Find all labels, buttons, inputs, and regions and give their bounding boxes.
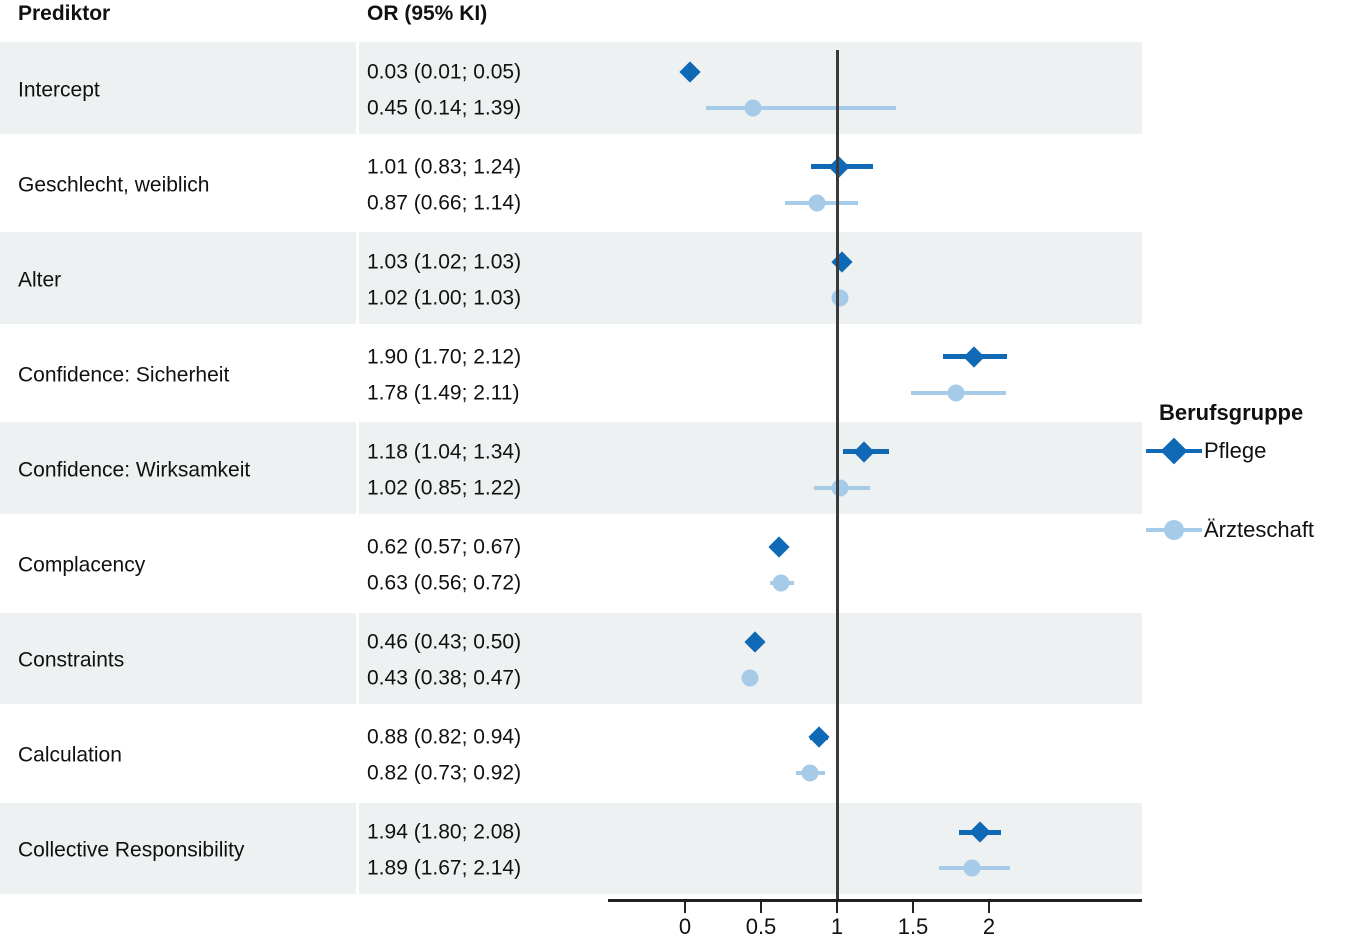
pflege-diamond-marker [827, 155, 850, 178]
row-band [358, 42, 1142, 134]
legend-item-pflege: Pflege [1146, 437, 1267, 465]
x-axis-tick [988, 900, 990, 913]
row-band [0, 232, 356, 324]
legend-label-pflege: Pflege [1204, 438, 1267, 463]
or-ci-value: 1.78 (1.49; 2.11) [367, 381, 520, 405]
row-band [0, 612, 356, 705]
row-band [0, 42, 356, 134]
row-band [358, 802, 1142, 895]
or-ci-value: 1.03 (1.02; 1.03) [367, 250, 522, 274]
predictor-label: Complacency [18, 553, 146, 577]
x-axis-tick-label: 0.5 [745, 914, 777, 939]
predictor-label: Calculation [18, 743, 122, 767]
or-ci-value: 1.18 (1.04; 1.34) [367, 440, 522, 464]
or-ci-value: 0.43 (0.38; 0.47) [367, 666, 522, 690]
aerzteschaft-circle-marker [772, 574, 790, 592]
aerzteschaft-circle-marker [831, 289, 849, 307]
circle-icon [1146, 517, 1202, 543]
legend-diamond-marker [1160, 437, 1188, 465]
aerzteschaft-circle-marker [947, 384, 965, 402]
x-axis-line [608, 899, 1142, 902]
or-ci-value: 1.94 (1.80; 2.08) [367, 820, 522, 844]
legend-title: Berufsgruppe [1159, 400, 1304, 425]
or-ci-value: 1.89 (1.67; 2.14) [367, 856, 522, 880]
or-ci-value: 0.88 (0.82; 0.94) [367, 725, 522, 749]
aerzteschaft-circle-marker [801, 764, 819, 782]
aerzteschaft-circle-marker [744, 99, 762, 116]
x-axis-tick-label: 1 [830, 914, 844, 939]
pflege-diamond-marker [808, 726, 830, 748]
row-band [0, 802, 356, 895]
or-ci-value: 0.87 (0.66; 1.14) [367, 191, 522, 215]
aerzteschaft-circle-marker [963, 859, 981, 877]
or-ci-value: 1.02 (0.85; 1.22) [367, 476, 522, 500]
row-band [358, 422, 1142, 514]
ci-line [706, 105, 897, 110]
reference-line [835, 50, 839, 899]
x-axis-tick [760, 900, 762, 913]
or-ci-value: 0.62 (0.57; 0.67) [367, 535, 522, 559]
row-band [358, 232, 1142, 324]
x-axis-tick [684, 900, 686, 913]
or-ci-value: 1.90 (1.70; 2.12) [367, 345, 522, 369]
or-ci-value: 0.63 (0.56; 0.72) [367, 571, 522, 595]
pflege-diamond-marker [963, 346, 985, 368]
or-ci-value: 1.01 (0.83; 1.24) [367, 155, 522, 179]
predictor-label: Constraints [18, 648, 125, 672]
aerzteschaft-circle-marker [831, 479, 849, 497]
or-ci-value: 0.82 (0.73; 0.92) [367, 761, 522, 785]
predictor-label: Confidence: Sicherheit [18, 363, 230, 387]
predictor-label: Geschlecht, weiblich [18, 173, 210, 197]
x-axis-tick [836, 900, 838, 913]
aerzteschaft-circle-marker [808, 194, 826, 212]
predictor-label: Alter [18, 268, 62, 292]
column-header-predictor: Prediktor [18, 2, 111, 25]
aerzteschaft-circle-marker [741, 669, 759, 687]
legend-item-aerzteschaft: Ärzteschaft [1146, 517, 1314, 543]
row-band [358, 612, 1142, 705]
legend-label-aerzteschaft: Ärzteschaft [1204, 517, 1315, 542]
x-axis-tick [912, 900, 914, 913]
x-axis-tick-label: 2 [982, 914, 996, 939]
predictor-label: Intercept [18, 77, 100, 101]
x-axis-tick-label: 0 [678, 914, 692, 939]
legend-circle-marker [1164, 520, 1184, 540]
pflege-diamond-marker [768, 536, 790, 558]
diamond-icon [1146, 437, 1202, 465]
predictor-label: Collective Responsibility [18, 838, 245, 862]
or-ci-value: 1.02 (1.00; 1.03) [367, 286, 522, 310]
row-band [0, 422, 356, 514]
or-ci-value: 0.45 (0.14; 1.39) [367, 95, 522, 119]
or-ci-value: 0.03 (0.01; 0.05) [367, 59, 522, 83]
or-ci-value: 0.46 (0.43; 0.50) [367, 630, 522, 654]
predictor-label: Confidence: Wirksamkeit [18, 458, 251, 482]
column-header-or-ci: OR (95% KI) [367, 2, 488, 25]
x-axis-tick-label: 1.5 [897, 914, 929, 939]
